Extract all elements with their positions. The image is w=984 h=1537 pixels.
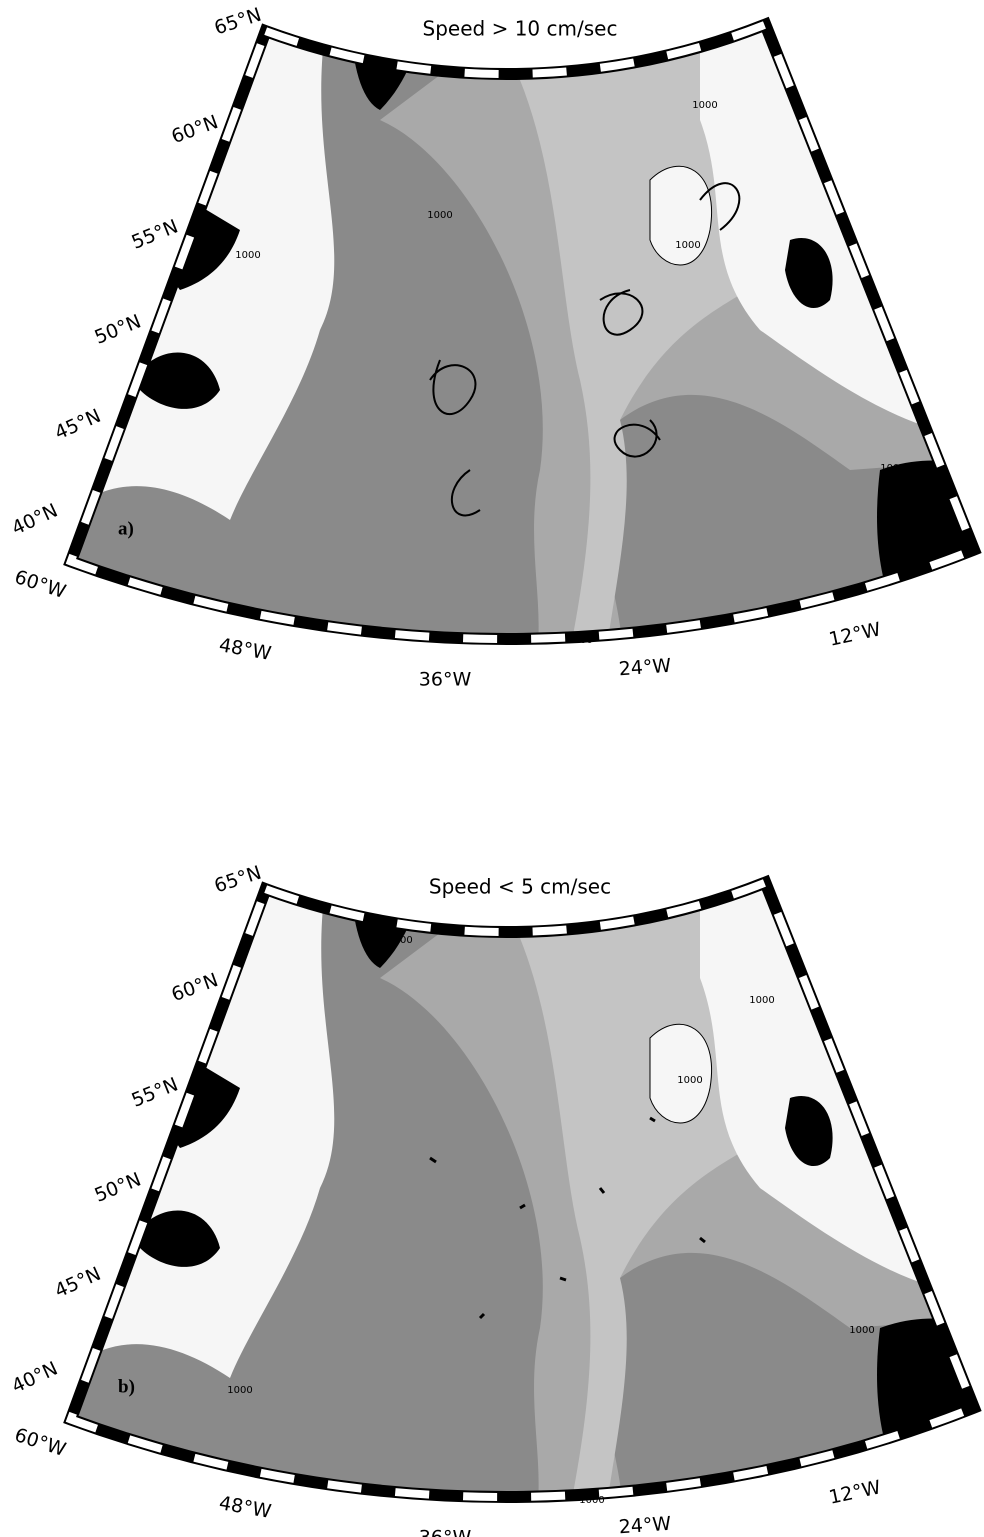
ireland [785, 238, 833, 309]
contour-label: 1000 [579, 1495, 604, 1506]
lat-label: 50°N [91, 1168, 144, 1206]
lon-label: 36°W [419, 669, 472, 691]
lat-label: 40°N [8, 1357, 61, 1397]
frame-band-white [65, 877, 980, 1501]
lat-label: 65°N [212, 4, 264, 40]
panel-label: a) [118, 518, 134, 539]
lon-label: 24°W [618, 655, 672, 681]
lat-label: 65°N [212, 862, 264, 898]
britain [900, 140, 974, 340]
rockall [649, 1023, 712, 1124]
lat-label: 40°N [8, 499, 61, 539]
newfoundland [140, 1210, 220, 1267]
contour-label: 1000 [387, 935, 412, 946]
lon-label: 36°W [419, 1527, 472, 1537]
lon-label: 48°W [217, 1492, 273, 1523]
contour-label: 1000 [749, 995, 774, 1006]
lat-label: 45°N [51, 405, 104, 445]
tracks [429, 1116, 706, 1320]
lat-label: 55°N [128, 1073, 181, 1111]
panel-title: Speed < 5 cm/sec [429, 875, 611, 899]
lat-label: 60°N [169, 111, 222, 148]
map-panel: Speed < 5 cm/sec b) 65°N 60°N 55°N 50°N 45°N 40… [8, 862, 982, 1537]
rockall [649, 165, 712, 266]
panel-title: Speed > 10 cm/sec [423, 17, 618, 41]
contour-label: 1000 [235, 250, 260, 261]
newfoundland [140, 352, 220, 409]
lat-label: 50°N [91, 310, 144, 348]
panel-label: b) [118, 1376, 135, 1397]
tracks [429, 182, 741, 517]
lon-label: 24°W [618, 1513, 672, 1537]
ireland [785, 1096, 833, 1167]
britain [900, 998, 974, 1198]
map-panel: Speed > 10 cm/sec a) 65°N 60°N 55°N 50°N 45°N 4… [8, 4, 982, 691]
lon-label: 12°W [827, 618, 883, 650]
contour-label: 1000 [880, 463, 905, 474]
contour-label: 1000 [227, 1385, 252, 1396]
lon-label: 60°W [12, 566, 69, 603]
contour-label: 1000 [692, 100, 717, 111]
contour-label: 1000 [567, 635, 592, 646]
contour-label: 1000 [675, 240, 700, 251]
contour-label: 1000 [849, 1325, 874, 1336]
lon-label: 48°W [217, 634, 273, 665]
frame-band-white [65, 19, 980, 643]
contour-label: 1000 [677, 1075, 702, 1086]
lat-label: 60°N [169, 969, 222, 1006]
lon-label: 12°W [827, 1476, 883, 1508]
lat-label: 55°N [128, 215, 181, 253]
contour-label: 1000 [427, 210, 452, 221]
lat-label: 45°N [51, 1263, 104, 1303]
lon-label: 60°W [12, 1424, 69, 1461]
